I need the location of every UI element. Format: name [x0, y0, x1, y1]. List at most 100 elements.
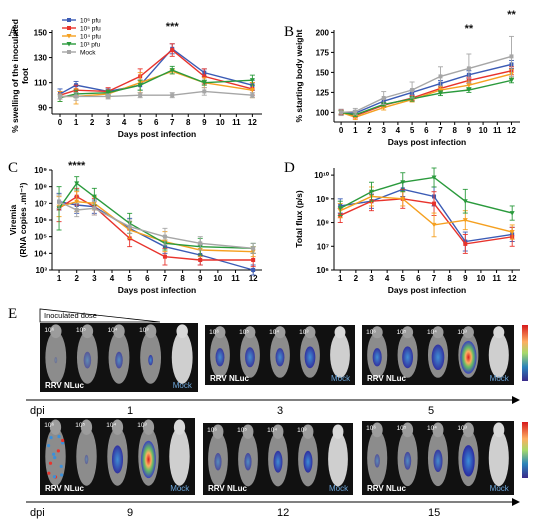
series-e4: [337, 186, 515, 240]
signal-speck: [61, 441, 65, 445]
luminescence-signal: [433, 449, 443, 473]
x-tick-label: 0: [58, 118, 63, 127]
data-point: [432, 201, 437, 206]
y-tick-label: 10⁷: [35, 199, 47, 208]
x-tick-label: 8: [186, 118, 191, 127]
x-tick-label: 6: [424, 126, 429, 135]
data-point: [462, 199, 468, 204]
mouse-head: [142, 419, 155, 435]
dose-label: 10³: [457, 329, 467, 336]
x-tick-label: 6: [145, 274, 150, 283]
dose-label: 10³: [299, 329, 309, 336]
mock-label: Mock: [490, 374, 510, 383]
mouse-head: [144, 324, 157, 339]
y-axis-label-line2: foot: [20, 68, 30, 84]
rrv-nluc-label: RRV NLuc: [45, 381, 85, 390]
data-point: [162, 254, 167, 259]
y-axis-label-units: (RNA copies .ml⁻¹): [18, 182, 28, 257]
mouse-head: [432, 422, 444, 438]
mock-label: Mock: [170, 484, 190, 493]
x-tick-label: 5: [127, 274, 132, 283]
data-point: [251, 268, 256, 272]
x-tick-label: 6: [416, 274, 421, 283]
dose-label: 10³: [457, 425, 467, 432]
data-point: [170, 48, 175, 53]
data-point: [437, 88, 443, 93]
series-mock: [57, 87, 255, 101]
mouse-mock: [169, 427, 190, 486]
luminescence-signal: [275, 348, 285, 367]
significance-label: **: [507, 9, 516, 21]
day-label-9: 9: [127, 507, 133, 519]
x-tick-label: 1: [338, 274, 343, 283]
x-tick-label: 8: [452, 126, 457, 135]
data-point: [509, 230, 515, 235]
day-label-5: 5: [428, 405, 434, 417]
luminescence-signal: [374, 454, 380, 468]
data-point: [127, 224, 132, 229]
data-point: [57, 199, 62, 204]
mouse-head: [80, 419, 93, 435]
x-tick-label: 4: [385, 274, 390, 283]
mouse-head: [332, 424, 344, 439]
y-tick-label: 125: [316, 88, 330, 97]
mouse-head: [244, 326, 256, 339]
mock-label: Mock: [329, 484, 349, 493]
panel-letter-b: B: [284, 24, 294, 40]
mouse-head: [176, 324, 188, 339]
luminescence-signal: [83, 351, 92, 369]
series-e3: [337, 167, 515, 221]
data-point: [137, 83, 143, 88]
dose-label: 10⁶: [366, 329, 376, 336]
y-axis-label: % swelling of the inoculated: [10, 19, 20, 133]
y-tick-label: 10⁹: [316, 195, 329, 204]
legend-label: 10⁵ pfu: [80, 26, 101, 33]
signal-speck: [52, 452, 56, 456]
x-tick-label: 2: [90, 118, 95, 127]
inoculated-dose-label: Inoculated dose: [44, 311, 97, 320]
x-axis-label: Days post infection: [388, 137, 466, 147]
luminescence-signal: [115, 351, 123, 369]
data-point: [169, 68, 175, 73]
luminescence-signal: [304, 346, 316, 369]
y-tick-label: 90: [38, 104, 47, 113]
data-point: [410, 88, 415, 92]
series-mock: [338, 35, 514, 117]
signal-speck: [53, 456, 57, 460]
x-axis-label: Days post infection: [388, 285, 466, 295]
series-line: [339, 195, 513, 233]
series-line: [339, 198, 513, 245]
x-tick-label: 5: [401, 274, 406, 283]
panel-letter-e: E: [8, 306, 17, 322]
x-tick-label: 11: [492, 274, 501, 283]
dose-label: 10⁴: [106, 422, 116, 429]
data-point: [92, 206, 97, 211]
data-point: [201, 80, 207, 86]
mouse-head: [212, 424, 224, 439]
data-point: [74, 199, 80, 205]
signal-speck: [49, 435, 53, 440]
x-tick-label: 8: [447, 274, 452, 283]
x-tick-label: 9: [198, 274, 203, 283]
luminescence-signal: [245, 347, 255, 368]
dose-label: 10³: [297, 427, 307, 434]
mouse-head: [462, 422, 474, 438]
x-tick-label: 3: [92, 274, 97, 283]
data-point: [508, 78, 514, 83]
significance-label: ***: [166, 21, 180, 33]
legend-marker: [66, 42, 72, 47]
mouse-head: [402, 422, 414, 438]
signal-speck: [57, 434, 61, 439]
luminescence-signal: [402, 346, 414, 369]
data-point: [249, 78, 255, 83]
imaging-panel: Inoculated dose 10⁶ 10⁵ 10⁴ 10³ RRV NLuc Mock…: [26, 308, 528, 519]
data-point: [202, 74, 207, 79]
data-point: [250, 93, 255, 98]
y-tick-label: 10⁶: [316, 266, 329, 275]
data-point: [400, 180, 406, 185]
series-e4: [57, 68, 255, 105]
x-tick-label: 5: [138, 118, 143, 127]
mouse-head: [49, 419, 62, 435]
